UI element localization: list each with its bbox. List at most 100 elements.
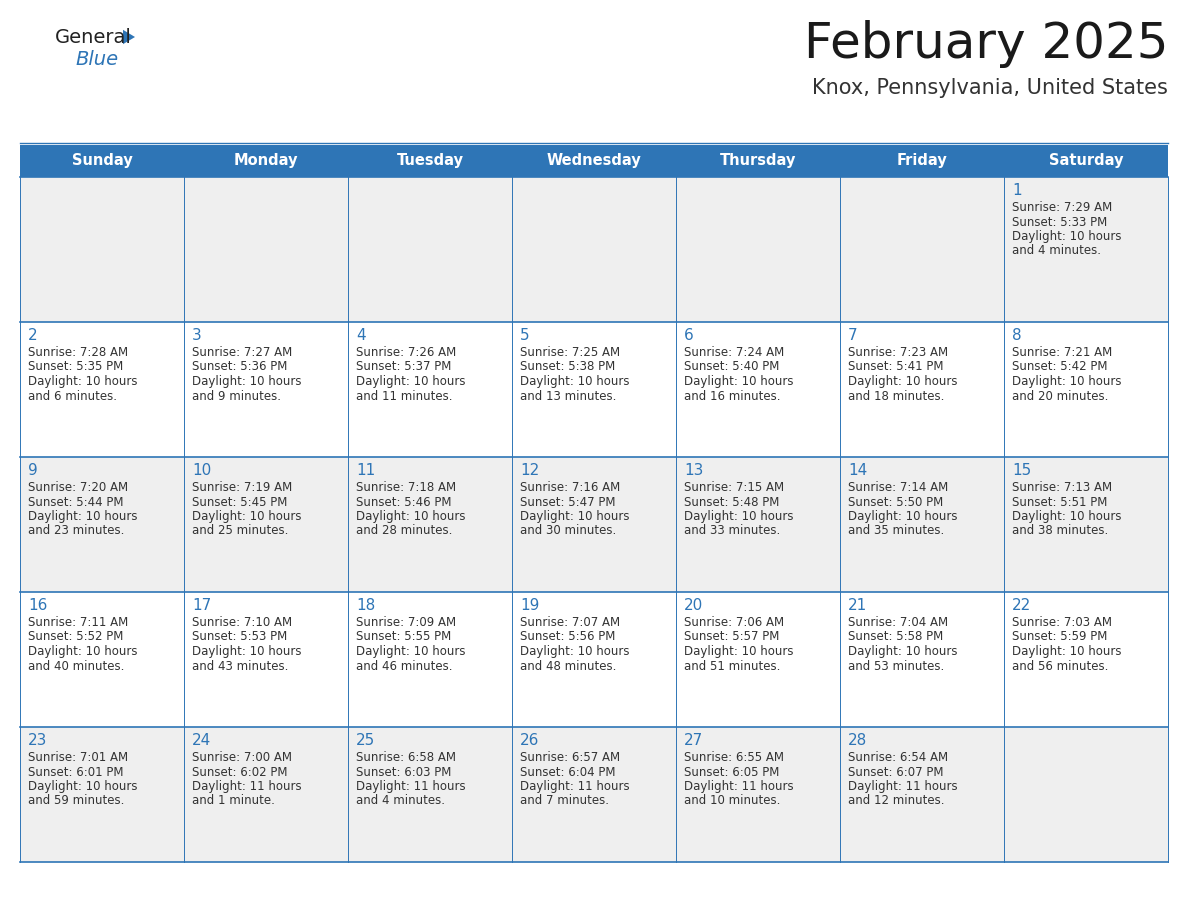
Text: 15: 15 (1012, 463, 1031, 478)
Text: Sunrise: 6:54 AM: Sunrise: 6:54 AM (848, 751, 948, 764)
Text: 3: 3 (192, 328, 202, 343)
Polygon shape (124, 29, 135, 44)
Text: and 1 minute.: and 1 minute. (192, 794, 274, 808)
Text: Sunrise: 7:27 AM: Sunrise: 7:27 AM (192, 346, 292, 359)
Bar (840, 322, 1004, 457)
Text: 24: 24 (192, 733, 211, 748)
Text: 20: 20 (684, 598, 703, 613)
Text: Sunrise: 6:57 AM: Sunrise: 6:57 AM (520, 751, 620, 764)
Text: Daylight: 10 hours: Daylight: 10 hours (356, 645, 466, 658)
Text: Daylight: 10 hours: Daylight: 10 hours (520, 375, 630, 388)
Bar (20, 592, 184, 727)
Text: Daylight: 10 hours: Daylight: 10 hours (520, 645, 630, 658)
Text: Sunrise: 7:16 AM: Sunrise: 7:16 AM (520, 481, 620, 494)
Bar (184, 727, 348, 862)
Bar (676, 457, 840, 592)
Text: 9: 9 (29, 463, 38, 478)
Text: Daylight: 10 hours: Daylight: 10 hours (29, 375, 138, 388)
Text: Daylight: 10 hours: Daylight: 10 hours (848, 645, 958, 658)
Text: Sunset: 5:38 PM: Sunset: 5:38 PM (520, 361, 615, 374)
Text: 27: 27 (684, 733, 703, 748)
Text: 18: 18 (356, 598, 375, 613)
Bar (676, 177, 840, 322)
Text: Daylight: 10 hours: Daylight: 10 hours (684, 375, 794, 388)
Bar (348, 457, 512, 592)
Text: Knox, Pennsylvania, United States: Knox, Pennsylvania, United States (813, 78, 1168, 98)
Text: 8: 8 (1012, 328, 1022, 343)
Text: Daylight: 11 hours: Daylight: 11 hours (520, 780, 630, 793)
Text: Sunset: 5:50 PM: Sunset: 5:50 PM (848, 496, 943, 509)
Text: Sunday: Sunday (71, 153, 132, 169)
Bar (348, 177, 512, 322)
Text: Sunset: 5:37 PM: Sunset: 5:37 PM (356, 361, 451, 374)
Text: Sunrise: 7:25 AM: Sunrise: 7:25 AM (520, 346, 620, 359)
Text: and 56 minutes.: and 56 minutes. (1012, 659, 1108, 673)
Text: Daylight: 10 hours: Daylight: 10 hours (1012, 645, 1121, 658)
Text: Daylight: 10 hours: Daylight: 10 hours (29, 780, 138, 793)
Bar (1004, 322, 1168, 457)
Text: 5: 5 (520, 328, 530, 343)
Text: Sunset: 5:52 PM: Sunset: 5:52 PM (29, 631, 124, 644)
Text: Daylight: 10 hours: Daylight: 10 hours (29, 510, 138, 523)
Text: and 20 minutes.: and 20 minutes. (1012, 389, 1108, 402)
Text: Daylight: 10 hours: Daylight: 10 hours (1012, 230, 1121, 243)
Text: and 33 minutes.: and 33 minutes. (684, 524, 781, 538)
Text: Sunset: 5:45 PM: Sunset: 5:45 PM (192, 496, 287, 509)
Text: Daylight: 10 hours: Daylight: 10 hours (848, 510, 958, 523)
Bar (20, 322, 184, 457)
Text: Sunset: 5:56 PM: Sunset: 5:56 PM (520, 631, 615, 644)
Text: Daylight: 10 hours: Daylight: 10 hours (356, 510, 466, 523)
Text: and 46 minutes.: and 46 minutes. (356, 659, 453, 673)
Bar (1004, 592, 1168, 727)
Text: Sunset: 5:35 PM: Sunset: 5:35 PM (29, 361, 124, 374)
Text: and 18 minutes.: and 18 minutes. (848, 389, 944, 402)
Text: Sunset: 5:46 PM: Sunset: 5:46 PM (356, 496, 451, 509)
Text: 11: 11 (356, 463, 375, 478)
Bar (840, 727, 1004, 862)
Bar (512, 177, 676, 322)
Bar (1004, 727, 1168, 862)
Text: and 12 minutes.: and 12 minutes. (848, 794, 944, 808)
Text: and 59 minutes.: and 59 minutes. (29, 794, 125, 808)
Text: Sunrise: 6:55 AM: Sunrise: 6:55 AM (684, 751, 784, 764)
Text: Daylight: 10 hours: Daylight: 10 hours (848, 375, 958, 388)
Bar (348, 592, 512, 727)
Text: Sunrise: 7:15 AM: Sunrise: 7:15 AM (684, 481, 784, 494)
Text: and 43 minutes.: and 43 minutes. (192, 659, 289, 673)
Text: Sunset: 5:57 PM: Sunset: 5:57 PM (684, 631, 779, 644)
Text: Sunrise: 7:29 AM: Sunrise: 7:29 AM (1012, 201, 1112, 214)
Text: 7: 7 (848, 328, 858, 343)
Text: 6: 6 (684, 328, 694, 343)
Text: and 6 minutes.: and 6 minutes. (29, 389, 116, 402)
Bar (348, 727, 512, 862)
Text: Daylight: 11 hours: Daylight: 11 hours (848, 780, 958, 793)
Text: and 51 minutes.: and 51 minutes. (684, 659, 781, 673)
Text: and 16 minutes.: and 16 minutes. (684, 389, 781, 402)
Text: Sunrise: 7:14 AM: Sunrise: 7:14 AM (848, 481, 948, 494)
Bar (1004, 177, 1168, 322)
Text: Sunrise: 7:23 AM: Sunrise: 7:23 AM (848, 346, 948, 359)
Bar (20, 177, 184, 322)
Text: Daylight: 10 hours: Daylight: 10 hours (1012, 510, 1121, 523)
Bar (512, 457, 676, 592)
Bar (512, 727, 676, 862)
Bar (184, 592, 348, 727)
Text: Daylight: 11 hours: Daylight: 11 hours (192, 780, 302, 793)
Text: Sunrise: 7:01 AM: Sunrise: 7:01 AM (29, 751, 128, 764)
Text: Daylight: 10 hours: Daylight: 10 hours (192, 510, 302, 523)
Text: Daylight: 10 hours: Daylight: 10 hours (356, 375, 466, 388)
Text: Sunset: 6:07 PM: Sunset: 6:07 PM (848, 766, 943, 778)
Text: Wednesday: Wednesday (546, 153, 642, 169)
Text: Daylight: 11 hours: Daylight: 11 hours (684, 780, 794, 793)
Text: 4: 4 (356, 328, 366, 343)
Text: Saturday: Saturday (1049, 153, 1123, 169)
Text: Sunset: 6:04 PM: Sunset: 6:04 PM (520, 766, 615, 778)
Text: Sunrise: 7:18 AM: Sunrise: 7:18 AM (356, 481, 456, 494)
Text: Daylight: 10 hours: Daylight: 10 hours (29, 645, 138, 658)
Text: Sunrise: 7:03 AM: Sunrise: 7:03 AM (1012, 616, 1112, 629)
Bar (676, 592, 840, 727)
Text: Sunrise: 7:06 AM: Sunrise: 7:06 AM (684, 616, 784, 629)
Text: and 11 minutes.: and 11 minutes. (356, 389, 453, 402)
Bar (20, 457, 184, 592)
Text: Sunset: 5:55 PM: Sunset: 5:55 PM (356, 631, 451, 644)
